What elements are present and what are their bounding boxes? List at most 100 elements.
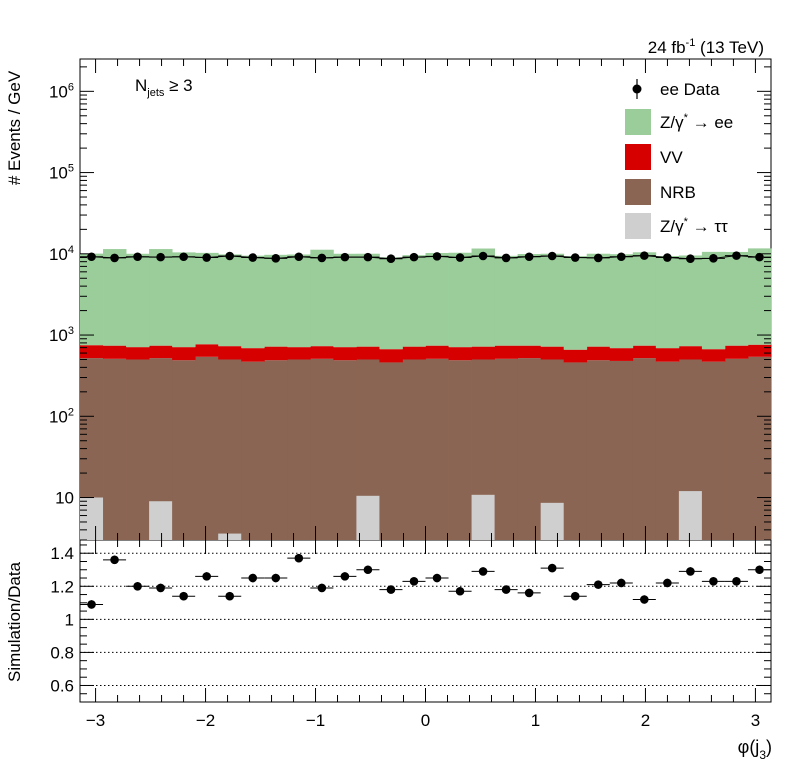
bar-ztautau — [149, 501, 173, 540]
bar-zee — [264, 254, 288, 347]
bar-vv — [241, 348, 265, 362]
legend-label-data: ee Data — [660, 80, 720, 99]
main-axes: 10 102 103 104 105 106 — [49, 59, 771, 541]
bar-zee — [241, 255, 265, 349]
bar-vv — [632, 345, 657, 359]
data-point — [87, 252, 96, 262]
ratio-point — [640, 595, 649, 604]
bar-nrb — [287, 359, 311, 540]
bar-nrb — [402, 359, 426, 540]
xlabel: φ(j3) — [738, 737, 772, 762]
bar-vv — [356, 346, 380, 360]
bar-vv — [218, 346, 242, 360]
data-point — [363, 252, 373, 262]
bar-zee — [632, 252, 657, 346]
data-point — [455, 253, 465, 262]
ratio-point — [156, 583, 165, 593]
bar-vv — [747, 344, 772, 357]
ratio-ylabel: Simulation/Data — [5, 561, 24, 682]
bar-vv — [724, 345, 749, 359]
legend: ee Data Z/γ* → ee VV NRB Z/γ* → ττ — [625, 79, 733, 239]
bar-nrb — [172, 360, 196, 540]
bar-zee — [126, 253, 150, 348]
legend-label-ztautau: Z/γ* → ττ — [660, 216, 728, 236]
ratio-y-tick-label: 1 — [65, 610, 74, 629]
bar-zee — [172, 252, 196, 348]
bar-nrb — [747, 356, 772, 540]
data-point — [570, 253, 580, 262]
ratio-point — [110, 555, 119, 565]
data-point — [202, 253, 211, 262]
bar-nrb — [494, 358, 519, 540]
ratio-point — [501, 585, 511, 594]
ratio-point — [386, 585, 396, 594]
bar-zee — [563, 256, 588, 350]
bar-vv — [195, 344, 219, 357]
x-tick-label: −2 — [196, 711, 215, 730]
data-point — [317, 253, 327, 263]
bar-ztautau — [678, 491, 702, 540]
data-point — [156, 252, 165, 262]
bar-zee — [195, 252, 219, 345]
legend-entry-data: ee Data — [632, 79, 720, 99]
bar-vv — [655, 348, 680, 362]
bar-zee — [333, 253, 357, 348]
data-point — [501, 253, 511, 263]
bar-ztautau — [471, 494, 495, 540]
data-point — [179, 252, 188, 262]
y-tick-label: 104 — [49, 244, 74, 264]
ratio-point — [363, 565, 373, 575]
data-point — [386, 254, 396, 264]
bar-nrb — [195, 356, 219, 540]
data-point — [616, 252, 626, 262]
ratio-point — [340, 572, 350, 581]
bar-zee — [103, 249, 127, 346]
bar-vv — [517, 345, 542, 359]
bar-nrb — [103, 358, 127, 540]
bar-zee — [425, 252, 449, 346]
bar-vv — [126, 347, 150, 360]
bar-vv — [448, 347, 472, 361]
bar-vv — [103, 345, 127, 359]
ratio-y-tick-label: 0.6 — [50, 676, 74, 695]
bar-zee — [517, 254, 542, 346]
bar-vv — [402, 346, 426, 360]
ratio-gridlines — [80, 552, 771, 686]
bar-vv — [586, 346, 611, 361]
lumi-label: 24 fb-1 (13 TeV) — [648, 37, 764, 57]
bar-nrb — [701, 361, 726, 540]
data-point — [640, 251, 649, 260]
bar-zee — [540, 253, 565, 347]
ratio-point — [317, 583, 327, 593]
ratio-y-tick-label: 1.4 — [50, 544, 74, 563]
ratio-points — [80, 553, 771, 609]
data-point — [340, 252, 350, 262]
bar-vv — [471, 346, 495, 360]
legend-entry-zee: Z/γ* → ee — [625, 109, 733, 135]
legend-entry-vv: VV — [625, 144, 683, 170]
bar-vv — [425, 345, 449, 359]
legend-data-marker — [632, 84, 642, 94]
bar-zee — [747, 248, 772, 345]
data-point — [478, 251, 488, 261]
bar-nrb — [425, 358, 449, 540]
bar-vv — [264, 346, 288, 361]
data-point — [709, 254, 718, 263]
bar-vv — [494, 345, 519, 359]
ratio-point — [133, 581, 142, 591]
bar-ztautau — [218, 533, 242, 540]
data-point — [271, 254, 281, 263]
bar-zee — [402, 255, 426, 347]
ratio-point — [663, 578, 672, 588]
data-point — [755, 252, 764, 262]
bar-zee — [724, 251, 749, 346]
legend-label-vv: VV — [660, 148, 683, 167]
y-tick-label: 103 — [49, 325, 74, 345]
y-tick-label: 10 — [55, 489, 74, 508]
bar-vv — [701, 349, 726, 362]
ratio-point — [570, 591, 580, 601]
ratio-point — [432, 573, 442, 583]
selection-label: Njets ≥ 3 — [135, 76, 193, 99]
y-tick-label: 106 — [49, 81, 74, 101]
